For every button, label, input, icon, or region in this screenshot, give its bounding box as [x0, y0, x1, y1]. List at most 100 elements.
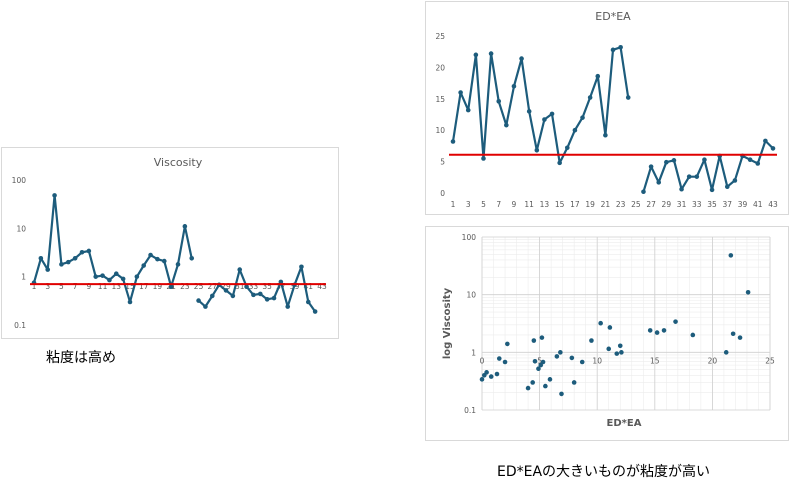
data-point [127, 299, 133, 305]
data-point [100, 273, 105, 278]
caption-left: 粘度は高め [46, 350, 116, 366]
x-tick-label: 41 [304, 282, 314, 291]
data-point [141, 263, 147, 268]
x-tick-label: 1 [32, 282, 37, 291]
scatter-chart: ED*EA log Viscosity 0.1 1 10 100 0 5 10 15 20 25 [425, 226, 789, 441]
data-point [679, 186, 684, 192]
data-point [619, 350, 624, 355]
y-tick-label: 25 [435, 32, 445, 41]
x-tick-label: 19 [153, 282, 163, 291]
y-tick-label: 10 [435, 126, 445, 135]
viscosity-chart-svg: Viscosity 0.1110100135791113151719212325… [12, 156, 327, 330]
data-point [504, 122, 509, 128]
x-tick-label: 39 [738, 200, 748, 209]
data-point [569, 355, 575, 361]
data-point [196, 298, 201, 303]
data-point [547, 377, 553, 382]
x-tick-label: 20 [708, 356, 718, 365]
x-tick-label: 35 [262, 282, 272, 291]
x-tick-label: 7 [73, 282, 78, 291]
data-point [450, 139, 456, 144]
data-point [465, 107, 471, 113]
x-tick-label: 25 [631, 200, 641, 209]
data-point [526, 109, 532, 114]
x-tick-label: 9 [86, 282, 91, 291]
x-tick-label: 35 [707, 200, 717, 209]
x-tick-label: 15 [555, 200, 565, 209]
x-tick-label: 11 [524, 200, 534, 209]
series-line [642, 139, 774, 193]
data-point [148, 252, 153, 258]
data-point [607, 325, 613, 330]
data-point [230, 293, 236, 299]
data-point [531, 338, 537, 343]
data-point [656, 180, 662, 185]
data-point [525, 385, 531, 391]
data-point [505, 341, 510, 347]
data-point [168, 284, 174, 290]
data-point [728, 253, 734, 258]
data-point [251, 292, 256, 298]
data-point [730, 331, 736, 337]
data-point [724, 184, 730, 190]
x-tick-label: 31 [235, 282, 245, 291]
data-point [473, 52, 479, 58]
y-tick-label: 100 [12, 176, 27, 185]
data-point [305, 299, 311, 305]
data-point [618, 45, 623, 50]
y-tick-label: 0 [440, 189, 445, 198]
data-point [120, 276, 126, 282]
data-point [479, 377, 485, 382]
data-point [257, 291, 263, 297]
data-point [648, 164, 654, 169]
data-point [723, 350, 729, 355]
data-point [271, 295, 277, 301]
data-point [189, 255, 195, 261]
data-point [557, 160, 562, 166]
data-point [702, 157, 707, 163]
x-tick-label: 5 [481, 200, 486, 209]
data-point [603, 132, 608, 138]
x-tick-label: 11 [98, 282, 108, 291]
data-point [244, 284, 249, 290]
y-tick-label: 10 [16, 224, 26, 233]
data-point [155, 256, 160, 262]
data-point [299, 264, 304, 270]
y-tick-label: 5 [440, 158, 445, 167]
data-point [539, 335, 545, 340]
x-tick-label: 19 [585, 200, 595, 209]
x-tick-label: 23 [180, 282, 190, 291]
y-tick-label: 20 [435, 63, 445, 72]
y-tick-label: 0.1 [464, 406, 476, 415]
data-point [579, 359, 585, 365]
x-tick-label: 15 [125, 282, 135, 291]
data-point [745, 289, 751, 295]
data-point [617, 343, 623, 349]
data-point [285, 304, 291, 309]
data-point [496, 99, 502, 104]
y-tick-label: 15 [435, 95, 445, 104]
data-point [763, 138, 768, 144]
data-point [641, 189, 646, 195]
edea-chart: ED*EA 0 5 10 15 20 25 1 3 5 7 9 11 13 15 17 19 21 23 25 27 2… [425, 1, 789, 215]
data-point [484, 370, 489, 375]
x-tick-label: 0 [480, 356, 485, 365]
data-point [737, 335, 743, 340]
x-tick-label: 25 [765, 356, 775, 365]
data-point [532, 358, 538, 364]
data-point [223, 288, 229, 293]
data-point [671, 158, 677, 163]
data-point [606, 346, 612, 352]
data-point [86, 248, 92, 254]
data-point [559, 391, 564, 397]
x-tick-label: 29 [221, 282, 231, 291]
x-tick-label: 33 [692, 200, 702, 209]
data-point [264, 297, 270, 302]
y-tick-label: 1 [21, 273, 26, 282]
data-point [481, 156, 486, 161]
data-point [572, 127, 578, 133]
chart-title: ED*EA [595, 10, 631, 23]
data-point [543, 383, 548, 389]
data-point [664, 159, 669, 165]
